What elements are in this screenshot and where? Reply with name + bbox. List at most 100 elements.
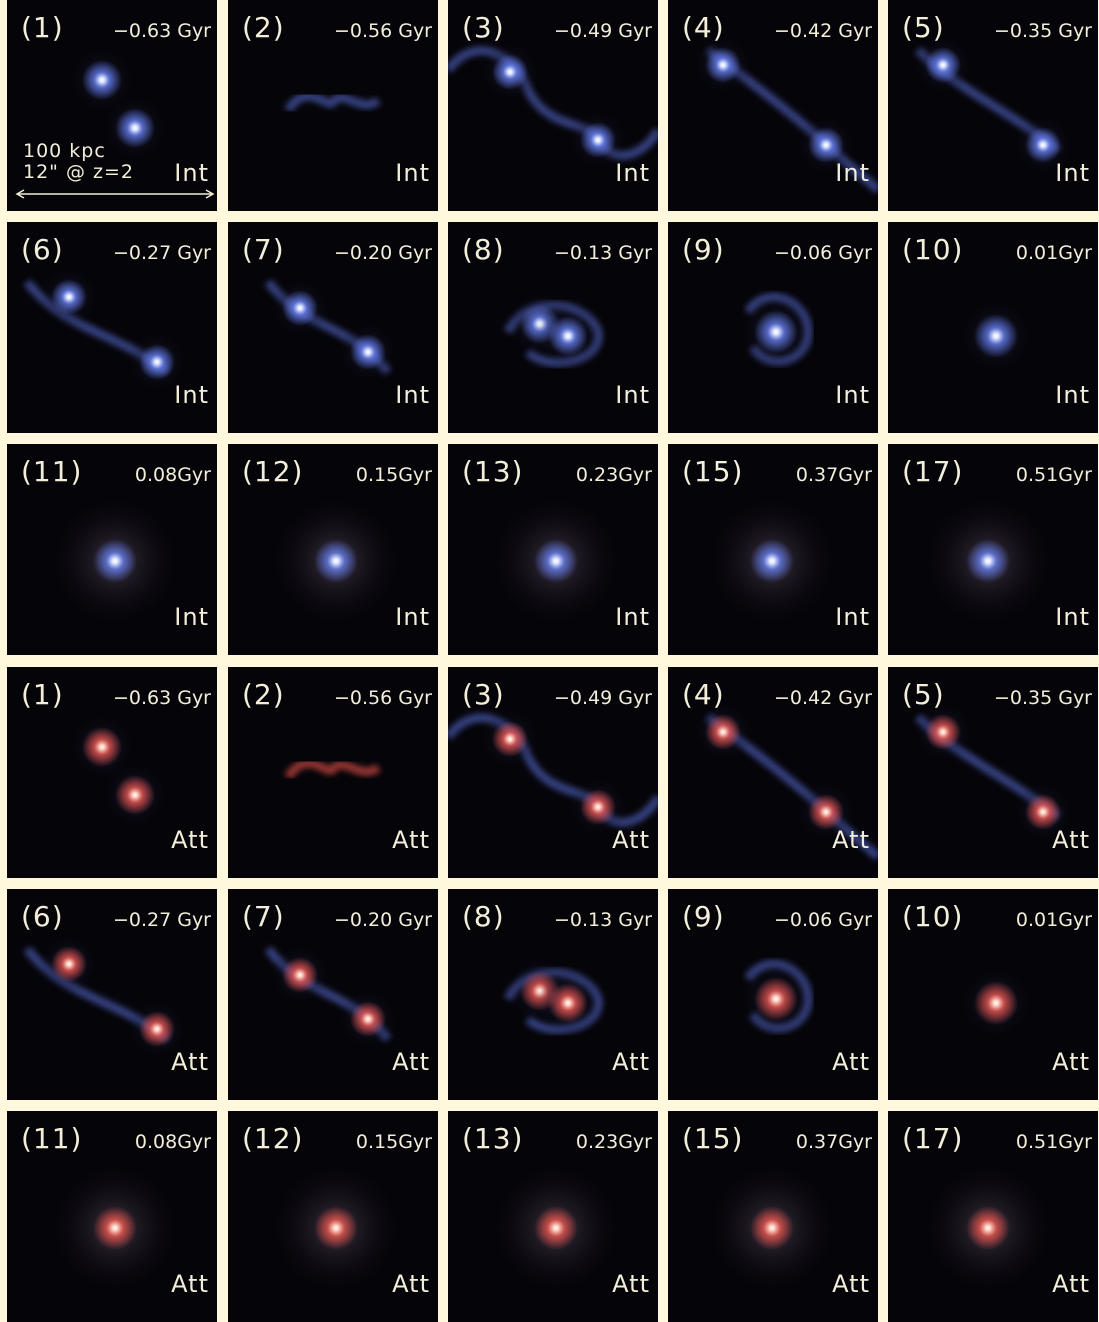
snapshot-number: (5) bbox=[902, 11, 945, 44]
time-label: −0.42 Gyr bbox=[773, 20, 872, 42]
simulation-panel: (8) −0.13 Gyr Att bbox=[448, 889, 658, 1100]
mode-label: Att bbox=[392, 1048, 430, 1076]
galaxy-simulation-image bbox=[264, 277, 399, 383]
simulation-panel: (17) 0.51Gyr Int bbox=[888, 444, 1098, 655]
mode-label: Int bbox=[395, 159, 430, 187]
mode-label: Int bbox=[174, 159, 209, 187]
simulation-panel: (15) 0.37Gyr Att bbox=[668, 1111, 878, 1322]
galaxy-simulation-image bbox=[23, 933, 188, 1060]
galaxy-simulation-image bbox=[919, 492, 1057, 630]
simulation-panel: (5) −0.35 Gyr Att bbox=[888, 667, 1098, 878]
simulation-panel: (13) 0.23Gyr Att bbox=[448, 1111, 658, 1322]
galaxy-simulation-image bbox=[68, 713, 169, 829]
galaxy-simulation-image bbox=[738, 959, 814, 1037]
time-label: −0.63 Gyr bbox=[112, 20, 211, 42]
mode-label: Att bbox=[832, 826, 870, 854]
galaxy-simulation-image bbox=[264, 944, 399, 1050]
mode-label: Int bbox=[835, 381, 870, 409]
snapshot-number: (1) bbox=[21, 678, 64, 711]
snapshot-number: (6) bbox=[21, 900, 64, 933]
mode-label: Int bbox=[174, 381, 209, 409]
mode-label: Att bbox=[171, 1048, 209, 1076]
mode-label: Int bbox=[395, 603, 430, 631]
simulation-panel: (12) 0.15Gyr Att bbox=[228, 1111, 438, 1322]
snapshot-number: (17) bbox=[902, 455, 964, 488]
mode-label: Int bbox=[395, 381, 430, 409]
mode-label: Int bbox=[1055, 159, 1090, 187]
snapshot-number: (9) bbox=[682, 233, 725, 266]
time-label: 0.51Gyr bbox=[1015, 464, 1092, 486]
snapshot-number: (2) bbox=[242, 11, 285, 44]
galaxy-simulation-image bbox=[703, 1159, 841, 1297]
snapshot-number: (17) bbox=[902, 1122, 964, 1155]
mode-label: Int bbox=[835, 159, 870, 187]
time-label: 0.08Gyr bbox=[134, 1131, 211, 1153]
galaxy-simulation-image bbox=[284, 92, 382, 113]
scale-angle-label: 12" @ z=2 bbox=[23, 161, 134, 183]
simulation-panel: (6) −0.27 Gyr Att bbox=[7, 889, 217, 1100]
scale-length-label: 100 kpc bbox=[23, 140, 106, 162]
snapshot-number: (6) bbox=[21, 233, 64, 266]
snapshot-number: (1) bbox=[21, 11, 64, 44]
simulation-panel: (2) −0.56 Gyr Int bbox=[228, 0, 438, 211]
time-label: −0.13 Gyr bbox=[553, 242, 652, 264]
time-label: −0.42 Gyr bbox=[773, 687, 872, 709]
simulation-panel: (5) −0.35 Gyr Int bbox=[888, 0, 1098, 211]
simulation-panel: (3) −0.49 Gyr Att bbox=[448, 667, 658, 878]
simulation-panel: (6) −0.27 Gyr Int bbox=[7, 222, 217, 433]
mode-label: Att bbox=[612, 826, 650, 854]
snapshot-number: (11) bbox=[21, 455, 83, 488]
snapshot-number: (5) bbox=[902, 678, 945, 711]
time-label: −0.49 Gyr bbox=[553, 687, 652, 709]
time-label: 0.01Gyr bbox=[1015, 242, 1092, 264]
time-label: −0.35 Gyr bbox=[993, 20, 1092, 42]
snapshot-number: (13) bbox=[462, 1122, 524, 1155]
simulation-panel: (12) 0.15Gyr Int bbox=[228, 444, 438, 655]
mode-label: Int bbox=[174, 603, 209, 631]
mode-label: Int bbox=[615, 603, 650, 631]
simulation-panel: (11) 0.08Gyr Att bbox=[7, 1111, 217, 1322]
simulation-panel: (11) 0.08Gyr Int bbox=[7, 444, 217, 655]
snapshot-number: (7) bbox=[242, 900, 285, 933]
simulation-panel: (9) −0.06 Gyr Int bbox=[668, 222, 878, 433]
galaxy-simulation-image bbox=[919, 1159, 1057, 1297]
mode-label: Int bbox=[1055, 381, 1090, 409]
mode-label: Att bbox=[612, 1270, 650, 1298]
galaxy-simulation-image bbox=[738, 292, 814, 370]
time-label: 0.37Gyr bbox=[795, 1131, 872, 1153]
mode-label: Int bbox=[1055, 603, 1090, 631]
mode-label: Int bbox=[835, 603, 870, 631]
mode-label: Att bbox=[171, 826, 209, 854]
simulation-panel: (8) −0.13 Gyr Int bbox=[448, 222, 658, 433]
simulation-panel: (4) −0.42 Gyr Att bbox=[668, 667, 878, 878]
snapshot-number: (15) bbox=[682, 1122, 744, 1155]
time-label: 0.23Gyr bbox=[575, 1131, 652, 1153]
galaxy-simulation-image bbox=[912, 701, 1074, 843]
snapshot-number: (10) bbox=[902, 233, 964, 266]
galaxy-simulation-image bbox=[448, 708, 658, 838]
simulation-panel: (17) 0.51Gyr Att bbox=[888, 1111, 1098, 1322]
mode-label: Int bbox=[615, 159, 650, 187]
time-label: −0.49 Gyr bbox=[553, 20, 652, 42]
mode-label: Att bbox=[171, 1270, 209, 1298]
time-label: 0.37Gyr bbox=[795, 464, 872, 486]
simulation-panel: (13) 0.23Gyr Int bbox=[448, 444, 658, 655]
time-label: 0.51Gyr bbox=[1015, 1131, 1092, 1153]
galaxy-simulation-image bbox=[448, 41, 658, 171]
galaxy-simulation-image bbox=[958, 965, 1034, 1041]
snapshot-number: (4) bbox=[682, 678, 725, 711]
snapshot-number: (3) bbox=[462, 678, 505, 711]
time-label: −0.20 Gyr bbox=[333, 242, 432, 264]
simulation-panel: (10) 0.01Gyr Int bbox=[888, 222, 1098, 433]
snapshot-number: (13) bbox=[462, 455, 524, 488]
galaxy-simulation-image bbox=[912, 34, 1074, 176]
galaxy-simulation-image bbox=[487, 492, 625, 630]
galaxy-simulation-image bbox=[46, 492, 184, 630]
snapshot-number: (12) bbox=[242, 455, 304, 488]
simulation-panel: (7) −0.20 Gyr Int bbox=[228, 222, 438, 433]
snapshot-number: (3) bbox=[462, 11, 505, 44]
mode-label: Att bbox=[1052, 1048, 1090, 1076]
time-label: −0.06 Gyr bbox=[773, 909, 872, 931]
simulation-panel: (10) 0.01Gyr Att bbox=[888, 889, 1098, 1100]
snapshot-number: (8) bbox=[462, 900, 505, 933]
